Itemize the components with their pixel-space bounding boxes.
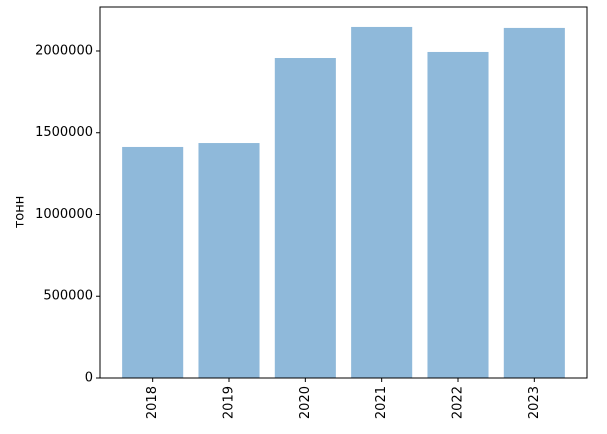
bar — [198, 143, 260, 378]
y-axis-label: тонн — [13, 196, 28, 229]
bar — [122, 146, 184, 378]
bar — [503, 27, 565, 378]
bar — [427, 51, 489, 378]
y-tick-label: 1000000 — [35, 207, 93, 222]
x-tick-label: 2021 — [374, 386, 389, 419]
bar — [351, 26, 413, 378]
y-tick-label: 1500000 — [35, 125, 93, 140]
x-tick-label: 2019 — [222, 386, 237, 419]
plot-frame — [99, 6, 588, 379]
x-tick-label: 2020 — [298, 386, 313, 419]
x-tick-label: 2022 — [450, 386, 465, 419]
x-tick-label: 2023 — [527, 386, 542, 419]
x-tick-label: 2018 — [145, 386, 160, 419]
y-tick-label: 0 — [85, 371, 93, 386]
bar — [274, 58, 336, 378]
y-tick-label: 500000 — [43, 289, 93, 304]
y-tick-label: 2000000 — [35, 43, 93, 58]
